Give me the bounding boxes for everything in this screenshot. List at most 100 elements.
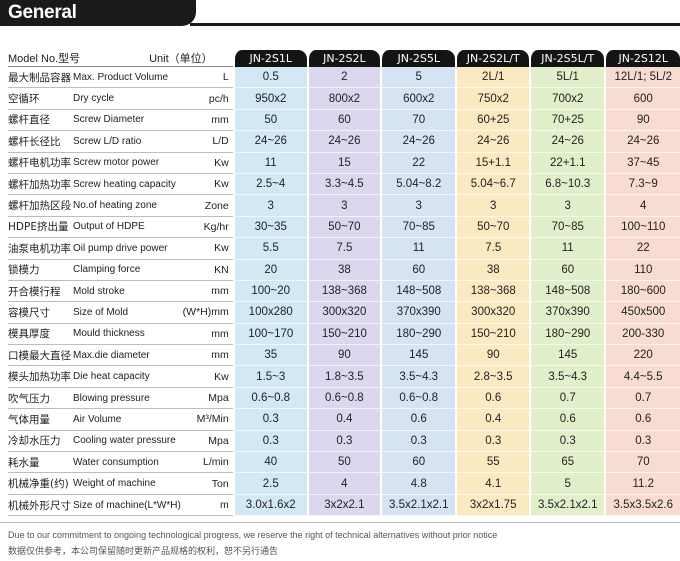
spec-value: 3 (306, 195, 381, 217)
spec-unit: (W*H)mm (182, 302, 233, 324)
spec-unit: Kw (182, 238, 233, 260)
spec-value: 4 (306, 473, 381, 495)
spec-name-cn: 模具厚度 (8, 324, 71, 346)
spec-value: 0.3 (232, 409, 307, 431)
model-header: JN-2S12L (604, 50, 680, 67)
spec-value: 3x2x1.75 (455, 494, 529, 517)
table-row: 空循环 Dry cycle pc/h 950x2 800x2 600x2 750x2 700x… (8, 88, 680, 110)
spec-name-en: Max. Product Volume (71, 67, 183, 89)
table-row: 耗水量 Water consumption L/min 40 50 60 55 65 70 (8, 452, 680, 474)
spec-value: 450x500 (604, 302, 680, 324)
spec-value: 100~20 (232, 280, 307, 303)
spec-unit: Mpa (182, 431, 233, 453)
table-row: 油泵电机功率 Oil pump drive power Kw 5.5 7.5 11 7.5 1… (8, 238, 680, 260)
title-tab: General Specifications (0, 0, 196, 45)
model-header: JN-2S5L (380, 50, 456, 67)
title-bar: General Specifications (0, 0, 680, 45)
spec-value: 2.8~3.5 (455, 366, 529, 388)
spec-value: 3 (232, 195, 307, 217)
spec-value: 90 (455, 345, 529, 367)
table-row: 最大制品容器 Max. Product Volume L 0.5 2 5 2L/1 5L/1 1… (8, 67, 680, 89)
spec-name-en: Max.die diameter (71, 345, 183, 367)
spec-name-cn: 空循环 (8, 88, 71, 110)
spec-value: 0.6 (455, 387, 529, 410)
spec-value: 600 (604, 88, 680, 110)
spec-value: 15 (306, 152, 381, 174)
spec-value: 1.8~3.5 (306, 366, 381, 388)
spec-name-en: Mold stroke (71, 281, 183, 303)
table-row: HDPE挤出量 Output of HDPE Kg/hr 30~35 50~70 70~8… (8, 216, 680, 239)
spec-value: 0.3 (529, 430, 605, 453)
spec-value: 0.6~0.8 (306, 387, 381, 410)
spec-value: 3 (455, 195, 529, 217)
spec-value: 0.4 (306, 409, 381, 431)
spec-value: 3 (380, 195, 456, 217)
spec-value: 2.5 (232, 473, 307, 495)
spec-value: 370x390 (380, 302, 456, 324)
spec-value: 0.6 (604, 409, 680, 431)
spec-value: 138~368 (455, 280, 529, 303)
spec-value: 300x320 (306, 302, 381, 324)
spec-value: 3.5~4.3 (529, 366, 605, 388)
spec-value: 60 (380, 259, 456, 281)
spec-value: 200-330 (604, 323, 680, 346)
spec-name-cn: 螺杆直径 (8, 110, 71, 132)
spec-name-en: Screw Diameter (71, 110, 183, 132)
spec-value: 300x320 (455, 302, 529, 324)
spec-value: 0.6~0.8 (232, 387, 307, 410)
spec-name-en: Mould thickness (71, 324, 183, 346)
spec-unit: M³/Min (182, 409, 233, 431)
spec-value: 70+25 (529, 109, 605, 132)
spec-name-en: Blowing pressure (71, 388, 183, 410)
title-underline (190, 23, 680, 26)
spec-value: 90 (604, 109, 680, 132)
spec-value: 20 (232, 259, 307, 281)
spec-name-en: No.of heating zone (71, 195, 183, 217)
spec-name-en: Air Volume (71, 409, 183, 431)
spec-value: 7.5 (306, 238, 381, 260)
spec-value: 50 (306, 452, 381, 474)
table-row: 机械净重(约) Weight of machine Ton 2.5 4 4.8 4.1 5 11… (8, 473, 680, 495)
spec-value: 150~210 (306, 323, 381, 346)
spec-value: 30~35 (232, 216, 307, 239)
model-header: JN-2S2L (306, 50, 381, 67)
spec-name-en: Size of machine(L*W*H) (71, 495, 183, 517)
spec-value: 4.1 (455, 473, 529, 495)
spec-name-cn: 冷却水压力 (8, 431, 71, 453)
spec-value: 55 (455, 452, 529, 474)
spec-value: 70~85 (380, 216, 456, 239)
spec-value: 70~85 (529, 216, 605, 239)
spec-value: 1.5~3 (232, 366, 307, 388)
spec-unit: L/min (182, 452, 233, 474)
spec-value: 3.5x3.5x2.6 (604, 494, 680, 517)
spec-value: 35 (232, 345, 307, 367)
spec-value: 100~170 (232, 323, 307, 346)
model-header: JN-2S5L/T (529, 50, 605, 67)
spec-value: 0.6 (380, 409, 456, 431)
spec-value: 7.5 (455, 238, 529, 260)
model-header: JN-2S2L/T (455, 50, 529, 67)
spec-value: 2 (306, 67, 381, 89)
spec-name-cn: 螺杆长径比 (8, 131, 71, 153)
spec-value: 15+1.1 (455, 152, 529, 174)
spec-value: 38 (306, 259, 381, 281)
spec-value: 138~368 (306, 280, 381, 303)
spec-name-cn: HDPE挤出量 (8, 217, 71, 239)
spec-value: 50~70 (306, 216, 381, 239)
spec-unit: Kw (182, 174, 233, 196)
spec-value: 0.7 (529, 387, 605, 410)
spec-value: 700x2 (529, 88, 605, 110)
spec-value: 3x2x2.1 (306, 494, 381, 517)
spec-name-en: Output of HDPE (71, 217, 183, 239)
spec-value: 145 (529, 345, 605, 367)
spec-name-en: Water consumption (71, 452, 183, 474)
spec-unit: KN (182, 260, 233, 281)
table-row: 模具厚度 Mould thickness mm 100~170 150~210 180~2… (8, 323, 680, 346)
spec-value: 3.5~4.3 (380, 366, 456, 388)
spec-value: 5L/1 (529, 67, 605, 89)
spec-value: 0.5 (232, 67, 307, 89)
spec-body: 最大制品容器 Max. Product Volume L 0.5 2 5 2L/1 5L/1 1… (8, 67, 680, 517)
spec-name-en: Screw motor power (71, 153, 183, 174)
spec-name-cn: 开合模行程 (8, 281, 71, 303)
spec-value: 4 (604, 195, 680, 217)
